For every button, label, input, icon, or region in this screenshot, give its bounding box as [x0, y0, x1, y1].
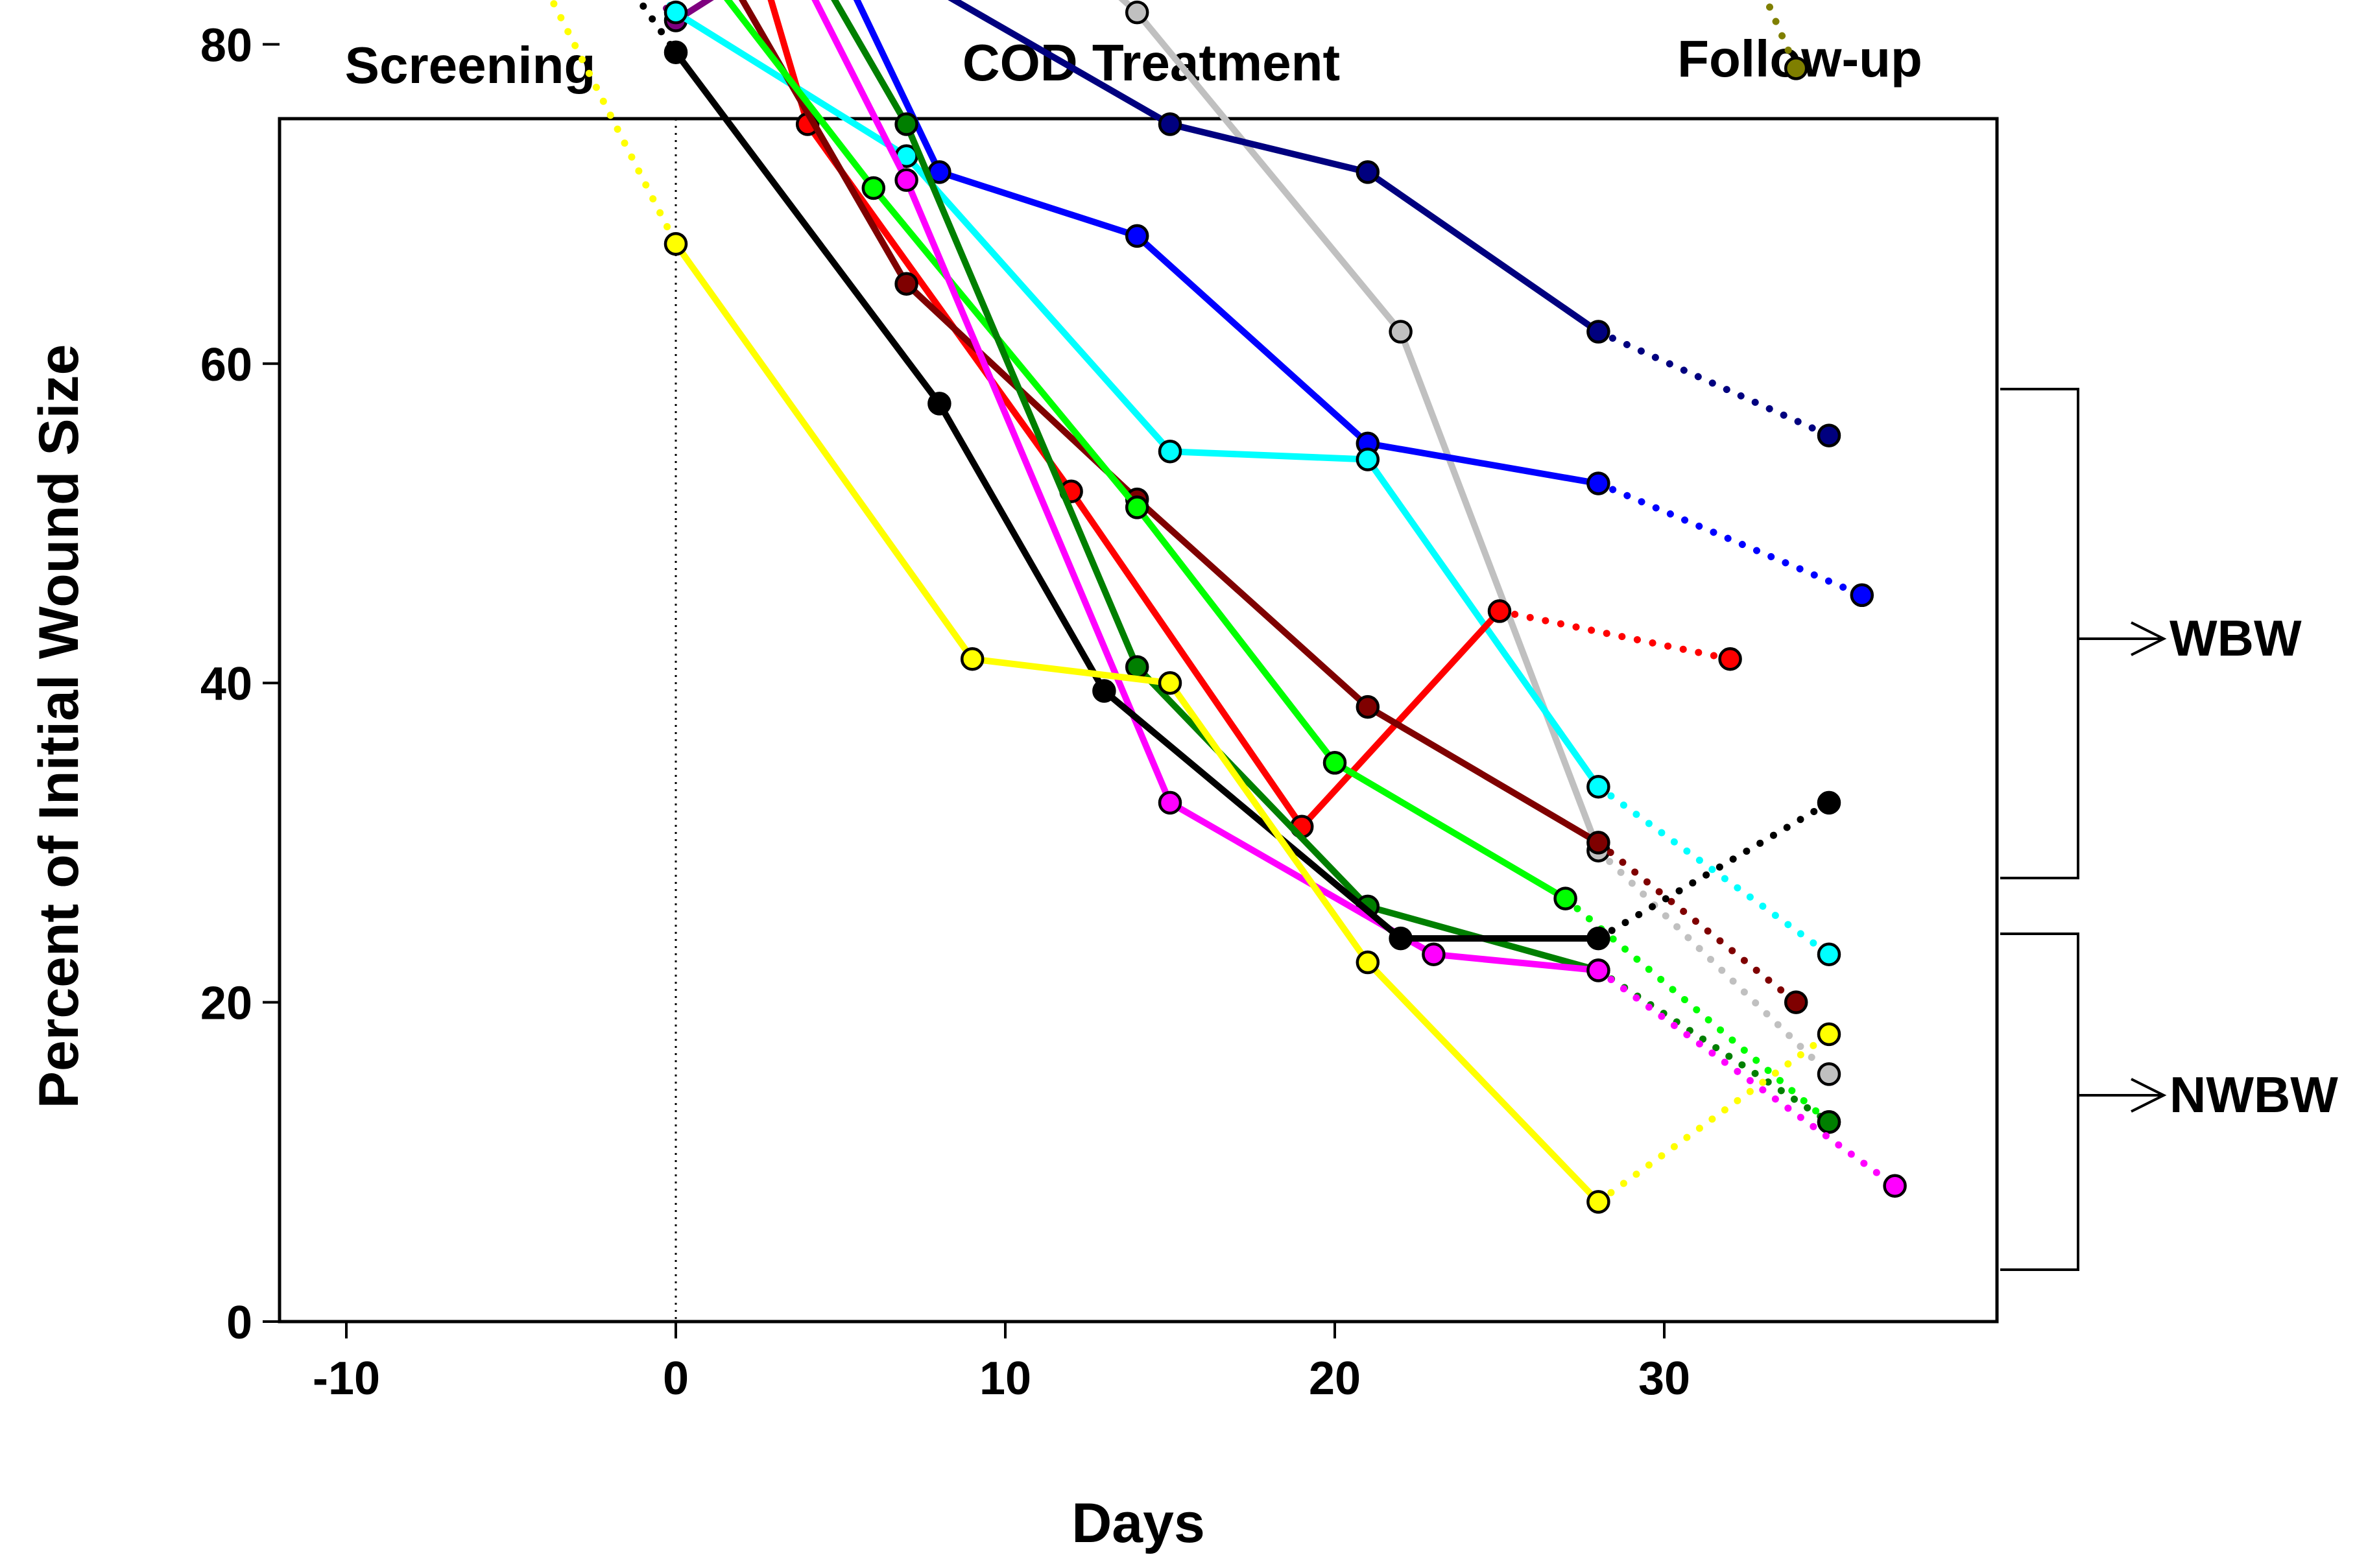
series-navy-point: [1356, 160, 1380, 184]
series-green-point: [1817, 1110, 1841, 1134]
series-olive-point: [1784, 56, 1808, 80]
arrow-nwbw-icon: [2131, 1078, 2167, 1113]
series-blue-point: [1586, 471, 1610, 495]
y-tick-label: 20: [200, 978, 252, 1030]
bracket-nwbw: [2000, 932, 2164, 1271]
series-maroon-point: [1586, 831, 1610, 855]
series-black-point: [1586, 926, 1610, 951]
series-cyan-followup-line: [1594, 783, 1833, 958]
series-red-followup-line: [1496, 607, 1734, 663]
series-navy-followup-line: [1594, 328, 1833, 440]
series-navy-point: [1817, 423, 1841, 447]
x-tick-label: -10: [313, 1353, 380, 1405]
y-tick-label: 80: [200, 19, 252, 71]
series-olive: [1762, 0, 1808, 80]
series-lime-point: [861, 176, 886, 200]
series-lime-point: [1322, 751, 1347, 775]
series-navy-point: [1158, 112, 1182, 136]
x-tick-label: 0: [663, 1353, 689, 1405]
series-yellow: [547, 0, 1841, 1214]
series-lime-point: [1553, 886, 1577, 910]
y-tick-label: 40: [200, 658, 252, 710]
series-cyan: [661, 0, 1841, 966]
y-tick-label: 0: [226, 1297, 252, 1349]
series-red-point: [1487, 599, 1512, 623]
series-lime-followup-line: [1562, 895, 1833, 1126]
series-magenta-point: [1883, 1174, 1907, 1198]
series-cyan-point: [1586, 774, 1610, 799]
series-blue-followup-line: [1594, 480, 1866, 599]
series-black-point: [1817, 790, 1841, 815]
series-silver-point: [1125, 0, 1149, 25]
series-navy-point: [1586, 320, 1610, 344]
group-nwbw: NWBW: [2000, 932, 2338, 1271]
series-magenta-followup-line: [1594, 966, 1899, 1190]
series-blue-point: [1850, 583, 1874, 608]
series-blue: [853, 0, 1874, 608]
series-yellow-point: [1817, 1022, 1841, 1047]
series-blue-point: [1125, 224, 1149, 248]
series-magenta-point: [1158, 790, 1182, 815]
group-label-nwbw: NWBW: [2170, 1066, 2338, 1123]
group-wbw: WBW: [2000, 388, 2302, 879]
series-yellow-screening-line: [547, 0, 680, 248]
series-magenta-point: [894, 168, 918, 192]
series-cyan-point: [1356, 447, 1380, 471]
plot-frame: [278, 117, 1999, 1324]
series-maroon-followup-line: [1594, 838, 1800, 1006]
series-silver-followup-line: [1594, 847, 1833, 1078]
arrow-wbw-icon: [2131, 621, 2167, 656]
phase-label-screening: Screening: [345, 36, 596, 94]
group-label-wbw: WBW: [2170, 610, 2302, 667]
series-yellow-point: [960, 647, 985, 671]
series-cyan-point: [663, 0, 688, 25]
series-cyan-point: [1817, 942, 1841, 966]
series-black-followup-line: [1594, 799, 1833, 942]
series-black: [634, 0, 1841, 951]
series-lime-point: [1125, 495, 1149, 519]
series-red: [767, 0, 1742, 839]
series-maroon-point: [1784, 990, 1808, 1014]
y-tick-label: 60: [200, 339, 252, 391]
series-black-point: [663, 40, 688, 64]
series-magenta-point: [1422, 942, 1446, 966]
series-green-point: [894, 112, 918, 136]
series-magenta: [811, 0, 1907, 1198]
series-magenta-point: [1586, 958, 1610, 982]
x-tick-label: 20: [1309, 1353, 1361, 1405]
series-yellow-point: [1356, 950, 1380, 975]
series-black-point: [1389, 926, 1413, 951]
bracket-wbw: [2000, 388, 2164, 879]
series-silver-point: [1817, 1062, 1841, 1086]
series-maroon-point: [1356, 695, 1380, 719]
series-green-point: [1125, 655, 1149, 679]
series-silver-point: [1389, 320, 1413, 344]
series-cyan-point: [1158, 439, 1182, 464]
series-yellow-point: [1158, 671, 1182, 695]
series-yellow-followup-line: [1594, 1030, 1833, 1206]
x-tick-label: 30: [1638, 1353, 1690, 1405]
series-navy: [948, 0, 1841, 447]
x-tick-label: 10: [979, 1353, 1031, 1405]
series-black-point: [927, 392, 951, 416]
series-yellow-point: [1586, 1190, 1610, 1214]
series-silver: [1118, 0, 1841, 1086]
series-black-point: [1092, 679, 1116, 703]
series-red-point: [1718, 647, 1742, 671]
phase-label-treatment: COD Treatment: [962, 34, 1340, 91]
x-axis-title: Days: [1071, 1492, 1205, 1554]
y-axis-title: Percent of Initial Wound Size: [28, 344, 90, 1109]
series-yellow-point: [663, 232, 688, 256]
series-maroon-point: [894, 272, 918, 296]
